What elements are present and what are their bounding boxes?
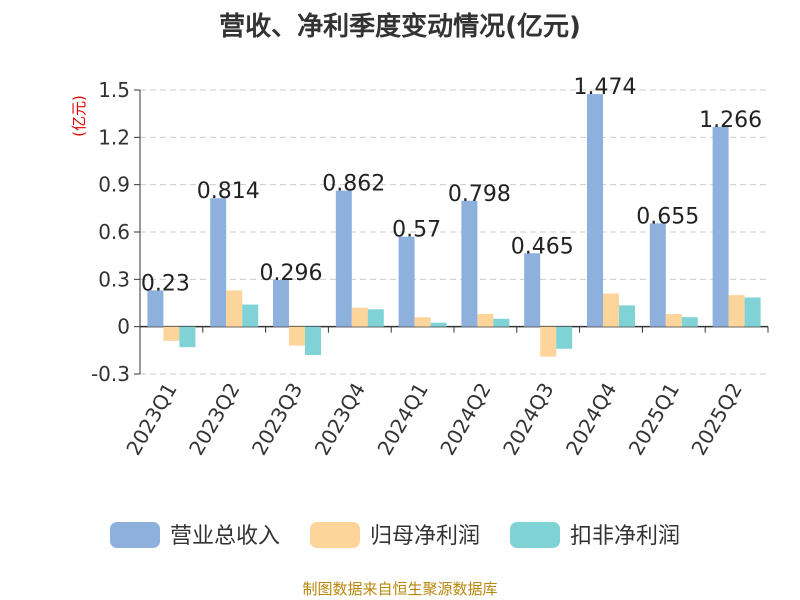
chart-title: 营收、净利季度变动情况(亿元) [219,12,581,42]
bar-3 [744,297,761,327]
data-label: 1.266 [699,108,762,133]
legend-swatch [310,522,360,548]
bar-1 [147,290,164,327]
data-label: 0.57 [392,218,441,243]
bar-2 [226,290,243,327]
legend: 营业总收入 归母净利润 扣非净利润 [110,522,680,549]
grid-lines [140,89,768,375]
data-label: 0.296 [260,261,323,286]
bar-2 [289,326,305,346]
legend-label: 扣非净利润 [570,524,680,549]
bar-1 [649,223,666,327]
x-tick-label: 2023Q4 [310,379,370,460]
bar-3 [305,326,321,356]
bar-3 [556,326,573,349]
bar-1 [587,94,603,327]
bar-3 [242,304,259,327]
x-tick-label: 2025Q2 [686,379,746,460]
legend-label: 营业总收入 [170,524,280,549]
y-tick-label: 0.3 [98,267,130,291]
legend-swatch [110,522,160,548]
bar-3 [430,322,447,327]
bar-2 [603,293,619,327]
bar-1 [461,200,478,327]
bar-2 [477,314,494,327]
y-tick-label: 1.2 [98,125,130,149]
y-tick-label: 0.6 [98,220,130,244]
bar-1 [210,198,227,327]
data-label: 1.474 [574,75,637,100]
y-tick-label: -0.3 [91,362,130,386]
data-label: 0.814 [197,179,260,204]
y-tick-label: 1.5 [98,78,130,102]
data-labels: 0.23 0.814 0.296 0.862 0.57 0.798 0.465 1.474 0.… [141,75,762,296]
bar-3 [179,326,196,348]
y-axis-label: (亿元) [70,95,88,137]
data-label: 0.465 [511,234,574,259]
x-tick-label: 2025Q1 [624,379,684,460]
x-tick-label: 2024Q2 [435,379,495,460]
bar-1 [712,126,729,327]
bar-1 [273,279,289,327]
data-label: 0.862 [322,172,385,197]
legend-label: 归母净利润 [370,524,480,549]
x-tick-label: 2024Q4 [561,379,621,460]
data-label: 0.23 [141,271,190,296]
legend-swatch [510,522,560,548]
bar-1 [335,190,352,327]
bar-3 [681,317,698,327]
data-label: 0.798 [448,182,511,207]
bar-3 [367,309,384,327]
x-tick-label: 2023Q1 [121,379,181,460]
bar-3 [619,305,635,327]
bar-2 [665,314,682,327]
bar-3 [493,318,510,327]
bar-1 [524,253,541,327]
x-tick-label: 2024Q3 [498,379,558,460]
bar-2 [540,326,557,357]
bar-2 [414,317,431,327]
x-tick-label: 2023Q2 [184,379,244,460]
bar-1 [398,236,415,327]
y-tick-label: 0 [117,315,130,339]
y-tick-label: 0.9 [98,173,130,197]
x-tick-label: 2024Q1 [372,379,432,460]
data-label: 0.655 [636,204,699,229]
x-tick-label: 2023Q3 [247,379,307,460]
bar-2 [728,295,745,327]
bar-2 [163,326,180,341]
bars [147,94,761,357]
source-note: 制图数据来自恒生聚源数据库 [302,580,498,598]
bar-2 [351,307,368,327]
